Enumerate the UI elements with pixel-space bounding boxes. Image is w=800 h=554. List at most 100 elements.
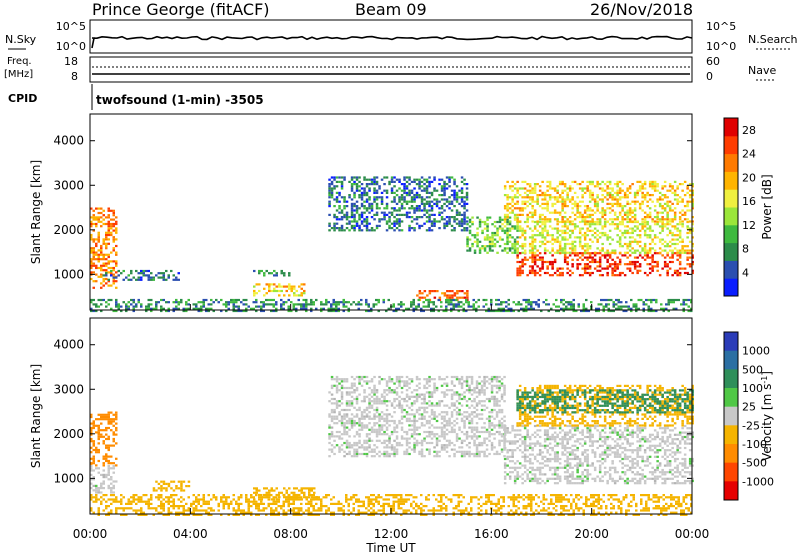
- scatter-cell: [400, 189, 404, 192]
- scatter-cell: [398, 395, 401, 398]
- scatter-cell: [563, 189, 567, 192]
- scatter-cell: [90, 262, 93, 265]
- scatter-cell: [457, 309, 460, 313]
- scatter-cell: [410, 205, 414, 208]
- scatter-cell: [207, 307, 210, 310]
- scatter-cell: [455, 400, 459, 403]
- scatter-cell: [360, 452, 364, 456]
- scatter-cell: [588, 200, 592, 203]
- scatter-cell: [122, 278, 125, 281]
- scatter-cell: [658, 240, 662, 243]
- scatter-cell: [343, 200, 346, 203]
- scatter-cell: [490, 428, 494, 431]
- scatter-cell: [463, 439, 466, 442]
- scatter-cell: [157, 482, 161, 485]
- scatter-cell: [90, 467, 93, 470]
- scatter-cell: [258, 496, 261, 499]
- scatter-cell: [465, 227, 469, 230]
- scatter-cell: [385, 176, 389, 179]
- scatter-cell: [358, 224, 361, 227]
- scatter-cell: [363, 452, 366, 456]
- scatter-cell: [531, 240, 534, 243]
- scatter-cell: [368, 417, 371, 420]
- scatter-cell: [628, 242, 632, 246]
- scatter-cell: [483, 441, 486, 445]
- scatter-cell: [312, 303, 315, 306]
- scatter-cell: [516, 189, 519, 192]
- scatter-cell: [656, 236, 659, 239]
- scatter-cell: [415, 178, 419, 181]
- scatter-cell: [500, 435, 504, 438]
- scatter-cell: [495, 400, 499, 403]
- scatter-cell: [551, 267, 554, 270]
- scatter-cell: [573, 202, 577, 205]
- scatter-cell: [340, 227, 344, 230]
- scatter-cell: [531, 251, 534, 254]
- scatter-cell: [347, 307, 350, 310]
- scatter-cell: [363, 395, 366, 398]
- scatter-cell: [612, 303, 615, 306]
- scatter-cell: [162, 487, 166, 490]
- scatter-cell: [380, 415, 384, 418]
- scatter-cell: [408, 194, 411, 197]
- scatter-cell: [363, 200, 366, 203]
- scatter-cell: [658, 220, 662, 223]
- power-colorbar-frame: [723, 117, 739, 297]
- scatter-cell: [340, 229, 344, 232]
- scatter-cell: [430, 402, 434, 405]
- scatter-cell: [353, 397, 356, 401]
- scatter-cell: [375, 303, 378, 306]
- scatter-cell: [130, 298, 133, 302]
- scatter-cell: [607, 309, 610, 313]
- scatter-cell: [130, 269, 133, 273]
- scatter-cell: [453, 384, 456, 387]
- scatter-cell: [648, 242, 652, 246]
- scatter-cell: [473, 400, 476, 403]
- scatter-cell: [107, 422, 110, 425]
- scatter-cell: [691, 269, 694, 272]
- scatter-cell: [287, 298, 290, 302]
- scatter-cell: [460, 205, 464, 208]
- scatter-cell: [641, 200, 644, 203]
- scatter-cell: [503, 242, 507, 246]
- scatter-cell: [543, 218, 547, 221]
- scatter-cell: [686, 227, 689, 230]
- scatter-cell: [275, 303, 278, 306]
- scatter-cell: [418, 180, 421, 183]
- scatter-cell: [378, 402, 381, 405]
- scatter-cell: [107, 465, 110, 468]
- scatter-cell: [107, 260, 110, 263]
- scatter-cell: [175, 307, 178, 310]
- noise-sky-trace: [91, 35, 693, 49]
- scatter-cell: [466, 236, 469, 239]
- scatter-cell: [365, 216, 369, 219]
- scatter-cell: [402, 309, 405, 313]
- scatter-cell: [110, 233, 113, 237]
- scatter-cell: [511, 236, 514, 239]
- scatter-cell: [348, 404, 351, 407]
- scatter-cell: [313, 491, 316, 494]
- scatter-cell: [410, 408, 414, 412]
- scatter-cell: [596, 202, 599, 205]
- scatter-cell: [573, 247, 577, 250]
- scatter-cell: [115, 480, 118, 483]
- scatter-cell: [497, 298, 500, 302]
- scatter-cell: [105, 455, 108, 458]
- scatter-cell: [365, 194, 369, 197]
- scatter-cell: [503, 464, 507, 467]
- scatter-cell: [330, 176, 334, 179]
- scatter-cell: [646, 216, 649, 219]
- scatter-cell: [506, 231, 509, 235]
- scatter-cell: [513, 238, 517, 241]
- scatter-cell: [473, 391, 476, 394]
- scatter-cell: [571, 245, 574, 248]
- scatter-cell: [365, 433, 369, 436]
- scatter-cell: [498, 227, 502, 230]
- scatter-cell: [112, 225, 115, 228]
- scatter-cell: [345, 430, 349, 434]
- scatter-cell: [601, 194, 604, 197]
- scatter-cell: [393, 198, 396, 201]
- scatter-cell: [613, 260, 617, 264]
- scatter-cell: [373, 386, 376, 390]
